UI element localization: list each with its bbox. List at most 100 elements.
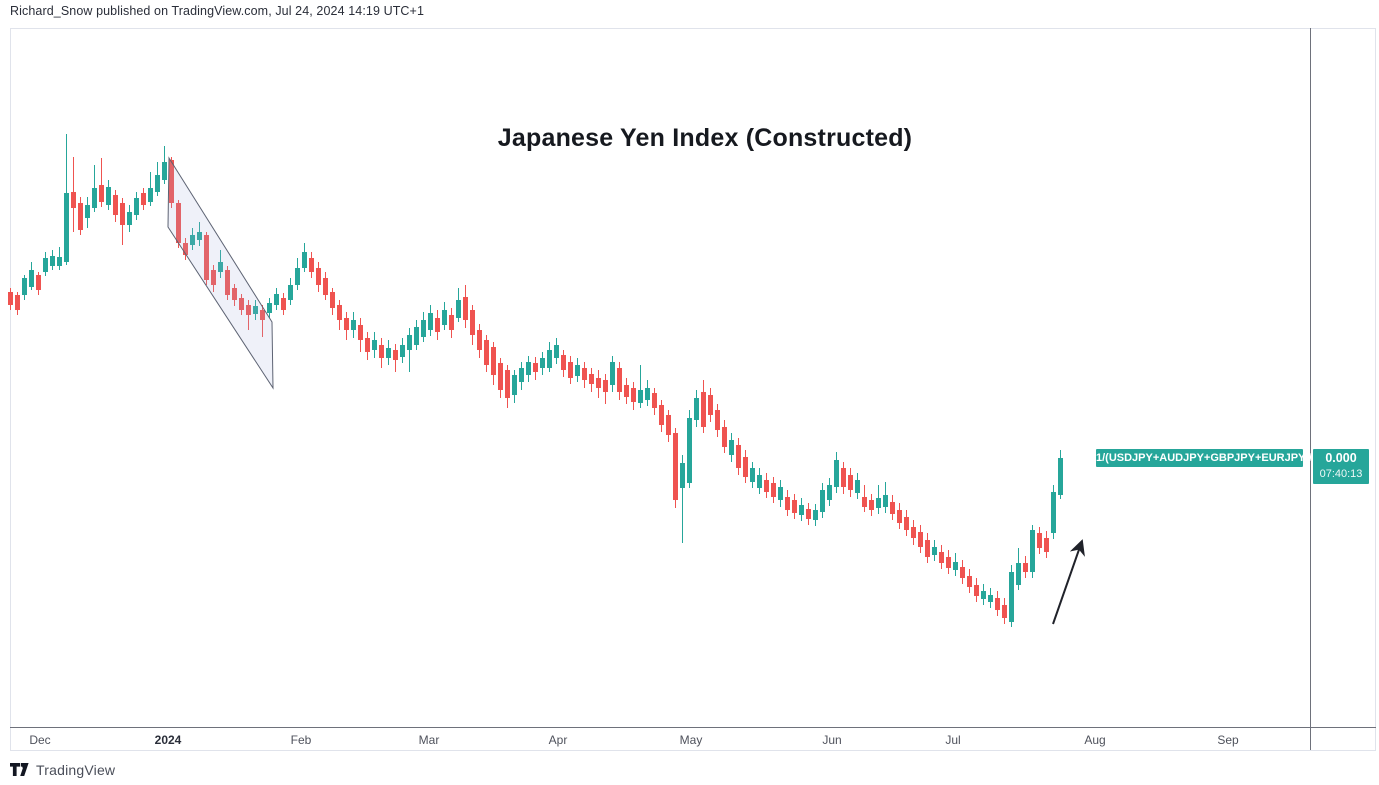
candle-body — [260, 310, 265, 320]
candle-body — [981, 591, 986, 599]
candle-body — [365, 338, 370, 352]
candle-body — [680, 463, 685, 488]
candle-body — [484, 340, 489, 365]
time-axis-label-jun: Jun — [822, 733, 842, 747]
candle-body — [694, 398, 699, 420]
candle-body — [372, 340, 377, 350]
candle-body — [960, 567, 965, 578]
candle-body — [568, 362, 573, 378]
candle-body — [78, 203, 83, 230]
candle-body — [22, 278, 27, 295]
candle-body — [85, 205, 90, 218]
candle-body — [652, 393, 657, 408]
candle-body — [176, 203, 181, 243]
time-axis-label-feb: Feb — [290, 733, 312, 747]
candle-body — [771, 483, 776, 497]
candle-body — [736, 445, 741, 468]
candle-body — [988, 595, 993, 602]
candle-body — [589, 374, 594, 384]
candle-body — [967, 576, 972, 587]
candle-body — [15, 295, 20, 310]
candle-body — [1016, 563, 1021, 585]
candle-body — [1023, 563, 1028, 572]
candle-body — [869, 500, 874, 510]
candle-body — [596, 378, 601, 388]
candle-body — [1044, 538, 1049, 552]
candle-body — [666, 415, 671, 435]
candle-body — [253, 306, 258, 314]
candle-body — [71, 192, 76, 208]
candle-body — [855, 480, 860, 493]
candle-body — [477, 330, 482, 350]
panel-border-right — [1375, 28, 1376, 750]
candle-body — [841, 468, 846, 487]
candle-body — [722, 427, 727, 447]
candle-body — [162, 162, 167, 180]
candle-body — [638, 390, 643, 403]
candle-body — [925, 540, 930, 557]
candle-body — [757, 475, 762, 488]
candle-body — [785, 497, 790, 510]
candle-body — [498, 363, 503, 390]
candle-body — [435, 318, 440, 332]
candle-body — [645, 388, 650, 400]
candle-body — [386, 348, 391, 358]
candle-body — [330, 292, 335, 308]
candle-body — [379, 345, 384, 358]
candle-body — [456, 300, 461, 318]
candle-body — [582, 368, 587, 380]
candle-body — [183, 243, 188, 255]
time-axis-label-dec: Dec — [29, 733, 51, 747]
bar-countdown-timer: 07:40:13 — [1319, 468, 1363, 480]
time-axis-label-apr: Apr — [548, 733, 568, 747]
candle-body — [575, 365, 580, 376]
candle-body — [540, 358, 545, 368]
trend-arrow-annotation[interactable] — [1052, 539, 1085, 625]
candle-body — [274, 294, 279, 305]
candle-body — [309, 258, 314, 272]
candle-body — [764, 480, 769, 492]
panel-border-bottom — [10, 750, 1376, 751]
candle-body — [64, 193, 69, 262]
footer-brand: TradingView — [10, 761, 115, 779]
candle-body — [778, 487, 783, 500]
symbol-formula-label: 1/(USDJPY+AUDJPY+GBPJPY+EURJPY)/4 — [1096, 449, 1318, 467]
time-axis-line — [10, 727, 1376, 728]
panel-border-top — [10, 28, 1376, 29]
candle-body — [120, 203, 125, 225]
candle-body — [974, 585, 979, 596]
candle-body — [631, 388, 636, 402]
candle-body — [414, 327, 419, 345]
candle-body — [421, 320, 426, 337]
candle-body — [932, 547, 937, 555]
candle-body — [848, 475, 853, 490]
candle-body — [463, 297, 468, 320]
candle-body — [92, 188, 97, 208]
price-axis-line — [1310, 28, 1311, 750]
candle-body — [834, 460, 839, 487]
tradingview-logo-icon — [10, 763, 29, 776]
candle-body — [288, 285, 293, 300]
candle-body — [1002, 605, 1007, 618]
time-axis-label-aug: Aug — [1084, 733, 1106, 747]
candle-body — [470, 310, 475, 335]
candle-body — [1009, 572, 1014, 622]
candle-body — [813, 510, 818, 520]
candle-body — [8, 292, 13, 305]
candle-body — [792, 500, 797, 513]
candle-body — [113, 195, 118, 215]
candle-body — [554, 345, 559, 358]
candle-body — [729, 440, 734, 455]
candle-body — [204, 235, 209, 280]
candle-body — [400, 345, 405, 357]
candle-body — [134, 198, 139, 215]
candle-body — [533, 363, 538, 372]
candle-body — [953, 562, 958, 570]
candle-body — [281, 298, 286, 310]
candle-body — [946, 557, 951, 568]
candle-body — [155, 175, 160, 192]
parallel-channel-annotation[interactable] — [167, 156, 274, 390]
candle-body — [1030, 530, 1035, 572]
time-axis-label-sep: Sep — [1217, 733, 1239, 747]
